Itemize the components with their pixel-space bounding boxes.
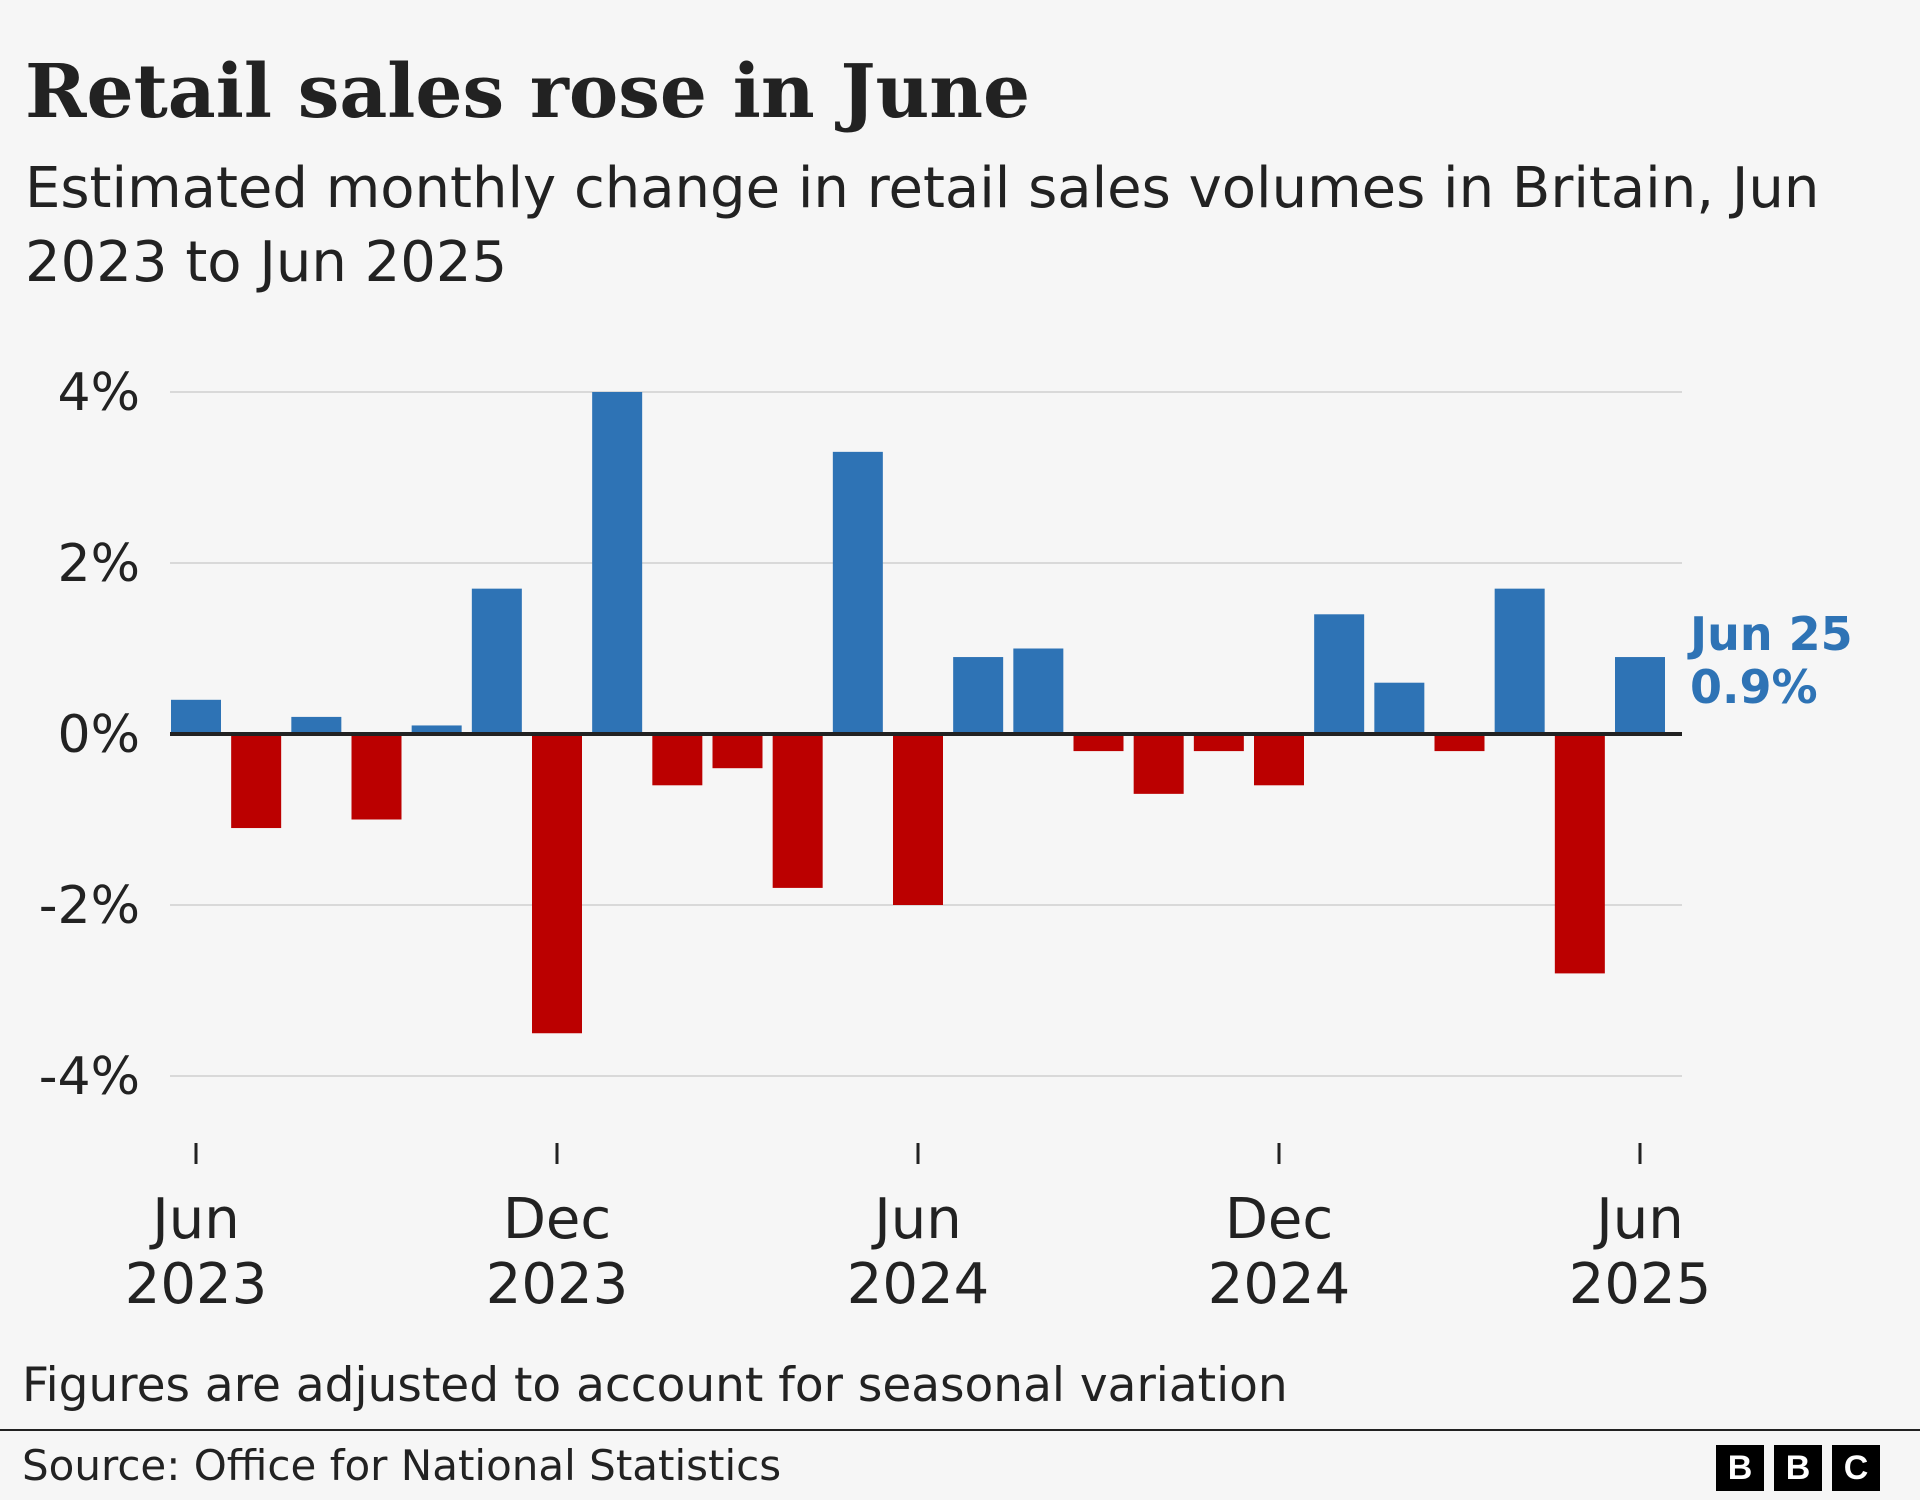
y-axis-labels: 4% 2% 0% -2% -4%	[39, 363, 140, 1107]
bar-jan-2024	[592, 392, 643, 734]
bar-jun-2025	[1615, 657, 1665, 734]
bar-aug-2023	[291, 716, 342, 734]
y-tick-label: -2%	[39, 876, 140, 936]
bar-may-2025	[1554, 734, 1605, 974]
bar-dec-2023	[532, 734, 582, 1034]
bar-feb-2024	[652, 734, 703, 786]
y-tick-label: 2%	[58, 534, 141, 594]
x-tick-label-month: Jun	[871, 1187, 962, 1252]
y-tick-label: 0%	[58, 705, 141, 765]
x-tick-label-month: Jun	[149, 1187, 240, 1252]
bar-aug-2024	[1013, 648, 1064, 734]
x-tick-label-month: Dec	[1225, 1187, 1333, 1252]
bar-feb-2025	[1374, 682, 1425, 734]
bbc-logo-letter: C	[1832, 1445, 1880, 1491]
bar-jun-2023	[171, 699, 221, 734]
chart-subtitle: Estimated monthly change in retail sales…	[25, 156, 1820, 295]
bar-nov-2023	[471, 588, 522, 734]
x-tick-label-month: Dec	[503, 1187, 611, 1252]
bar-dec-2024	[1254, 734, 1304, 786]
bbc-logo: B B C	[1716, 1445, 1880, 1491]
bar-jul-2023	[231, 734, 282, 829]
x-tick-label-year: 2023	[486, 1252, 629, 1317]
bar-jul-2024	[953, 657, 1004, 734]
y-tick-label: -4%	[39, 1047, 140, 1107]
x-tick-label-year: 2024	[847, 1252, 990, 1317]
annotation-label: Jun 25	[1687, 607, 1853, 661]
bar-oct-2023	[411, 725, 462, 734]
bar-apr-2025	[1494, 588, 1545, 734]
bar-jan-2025	[1314, 614, 1365, 734]
bar-mar-2024	[712, 734, 763, 769]
y-tick-label: 4%	[58, 363, 141, 423]
bbc-logo-letter: B	[1716, 1445, 1764, 1491]
bar-oct-2024	[1133, 734, 1184, 794]
bbc-logo-letter: B	[1774, 1445, 1822, 1491]
chart-title: Retail sales rose in June	[25, 49, 1031, 135]
footer-divider	[0, 1429, 1920, 1431]
annotation-value: 0.9%	[1690, 660, 1818, 714]
bar-jun-2024	[893, 734, 943, 905]
x-tick-label-month: Jun	[1593, 1187, 1684, 1252]
bar-mar-2025	[1434, 734, 1485, 752]
x-tick-label-year: 2024	[1208, 1252, 1351, 1317]
bar-sep-2024	[1073, 734, 1124, 752]
x-tick-label-year: 2025	[1569, 1252, 1712, 1317]
bar-chart: 4%2%0%-2%-4% Jun2023Dec2023Jun2024Dec202…	[39, 363, 1853, 1317]
bar-apr-2024	[772, 734, 823, 888]
bars	[171, 392, 1665, 1034]
bar-sep-2023	[351, 734, 402, 820]
bar-nov-2024	[1193, 734, 1244, 752]
footnote: Figures are adjusted to account for seas…	[22, 1358, 1288, 1413]
annotation: Jun 250.9%	[1687, 607, 1853, 714]
bar-may-2024	[832, 451, 883, 734]
source-note: Source: Office for National Statistics	[22, 1441, 782, 1490]
x-tick-label-year: 2023	[125, 1252, 268, 1317]
